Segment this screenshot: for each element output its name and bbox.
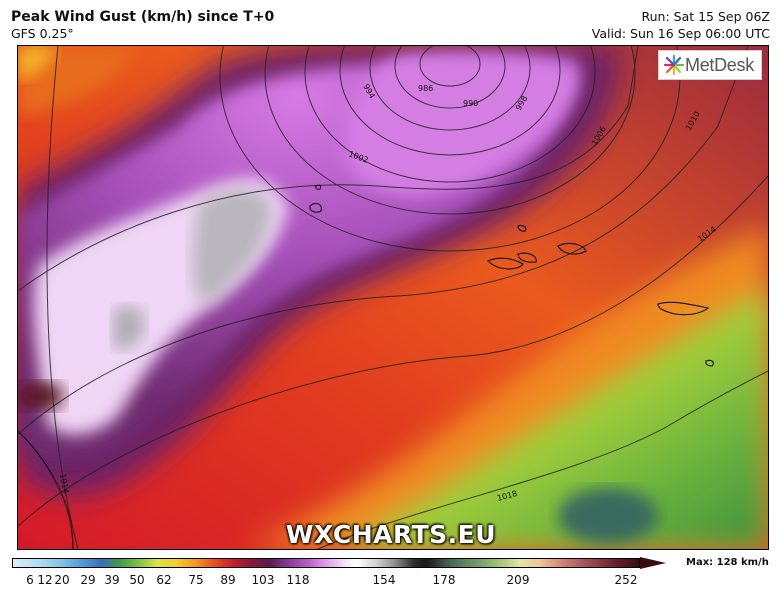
isobar-label: 986 xyxy=(418,84,433,93)
coastlines xyxy=(18,184,714,549)
legend-tick: 178 xyxy=(432,573,456,587)
legend-tick: 154 xyxy=(372,573,396,587)
isobar-label: 1014 xyxy=(58,473,70,495)
watermark: WXCHARTS.EU xyxy=(285,520,497,549)
legend-tick: 39 xyxy=(104,573,120,587)
grey-max-gust-1 xyxy=(193,189,273,303)
nw-yellow-region xyxy=(18,46,58,81)
wind-gust-map: 986 990 994 998 1002 1006 1010 1014 1014… xyxy=(17,45,769,550)
west-dark-spot xyxy=(18,382,64,410)
legend-color-bar xyxy=(12,558,640,568)
legend-tick: 12 xyxy=(37,573,53,587)
se-dark-green-spot xyxy=(558,488,658,544)
isobars xyxy=(18,46,768,549)
legend-tick: 103 xyxy=(251,573,275,587)
metdesk-logo: MetDesk xyxy=(658,50,762,80)
legend-overflow-arrow xyxy=(640,557,666,569)
legend-tick: 252 xyxy=(614,573,638,587)
logo-label: MetDesk xyxy=(685,55,754,75)
grey-max-gust-2 xyxy=(113,306,146,350)
se-calm-zone xyxy=(338,286,768,549)
max-gust-label: Max: 128 km/h xyxy=(686,557,769,568)
legend-tick: 118 xyxy=(286,573,310,587)
chart-header: Peak Wind Gust (km/h) since T+0 GFS 0.25… xyxy=(0,0,782,44)
chart-title: Peak Wind Gust (km/h) since T+0 xyxy=(11,9,275,25)
legend-tick: 89 xyxy=(220,573,236,587)
legend-tick: 62 xyxy=(156,573,172,587)
legend-tick: 29 xyxy=(80,573,96,587)
valid-time: Valid: Sun 16 Sep 06:00 UTC xyxy=(591,26,770,41)
metdesk-logo-icon xyxy=(663,54,685,76)
nw-orange-region xyxy=(18,46,138,116)
legend-tick: 6 xyxy=(26,573,34,587)
legend-tick: 75 xyxy=(188,573,204,587)
map-canvas: 986 990 994 998 1002 1006 1010 1014 1014… xyxy=(18,46,768,549)
legend-tick: 209 xyxy=(506,573,530,587)
legend-tick: 50 xyxy=(129,573,145,587)
isobar-label: 990 xyxy=(463,99,478,108)
run-time: Run: Sat 15 Sep 06Z xyxy=(641,9,770,24)
legend-tick: 20 xyxy=(54,573,70,587)
model-label: GFS 0.25° xyxy=(11,26,74,41)
